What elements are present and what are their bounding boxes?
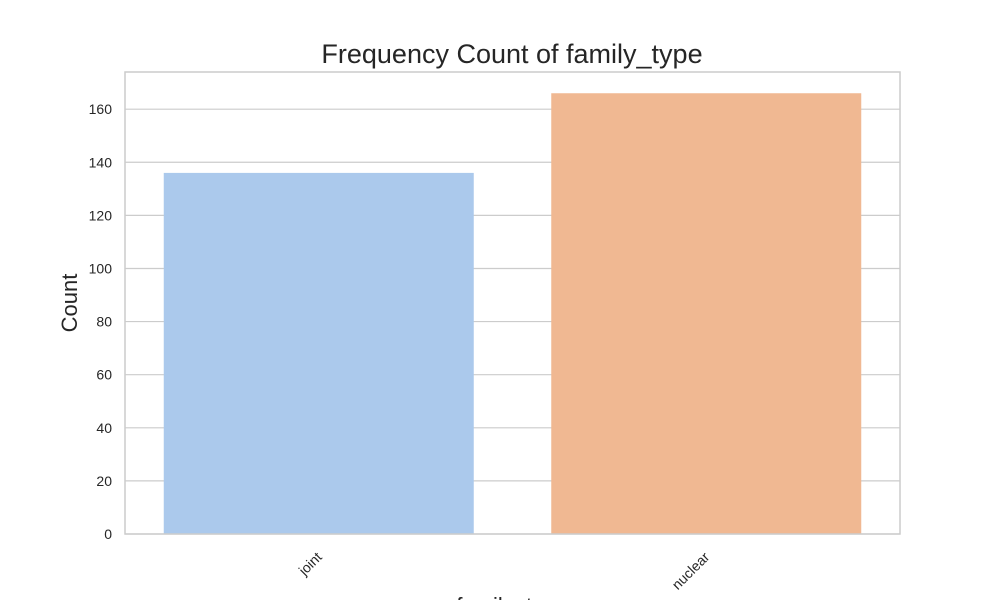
chart-title: Frequency Count of family_type	[321, 39, 702, 69]
bars	[163, 93, 862, 534]
y-tick-label: 120	[89, 207, 113, 223]
bar-nuclear	[551, 93, 862, 534]
bar-joint	[163, 172, 474, 534]
x-axis-label: family_type	[456, 593, 567, 600]
y-tick-label: 140	[89, 154, 113, 170]
y-tick-label: 20	[96, 473, 112, 489]
y-tick-label: 40	[96, 420, 112, 436]
plot-area-frame	[124, 71, 901, 535]
y-tick-label: 0	[104, 526, 112, 542]
y-tick-labels: 0 20 40 60 80 100 120 140 160	[89, 101, 113, 542]
y-tick-label: 100	[89, 260, 113, 276]
y-axis-label: Count	[57, 274, 82, 333]
y-tick-label: 160	[89, 101, 113, 117]
y-tick-label: 60	[96, 367, 112, 383]
y-tick-label: 80	[96, 314, 112, 330]
